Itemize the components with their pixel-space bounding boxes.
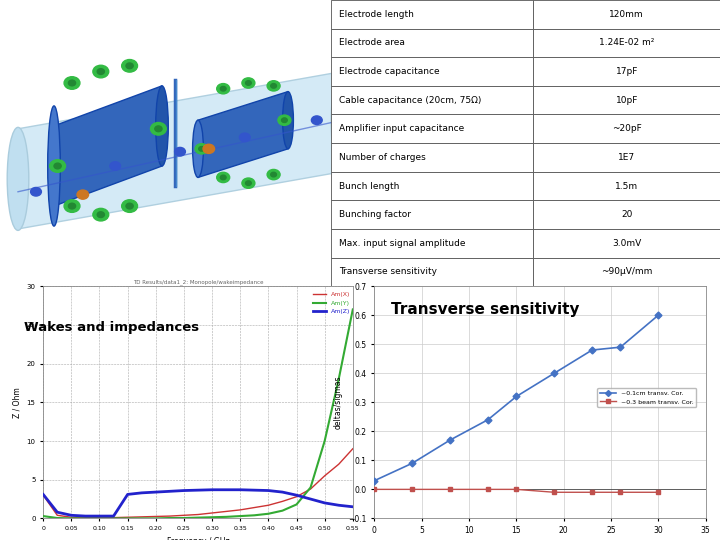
Text: Max. input signal amplitude: Max. input signal amplitude — [339, 239, 465, 248]
Text: Cable capacitance (20cm, 75Ω): Cable capacitance (20cm, 75Ω) — [339, 96, 482, 105]
Bar — [534, 200, 720, 229]
Circle shape — [30, 187, 42, 196]
Text: ~90μV/mm: ~90μV/mm — [601, 267, 652, 276]
Circle shape — [267, 80, 280, 91]
Circle shape — [267, 170, 280, 180]
Ellipse shape — [156, 86, 168, 166]
Circle shape — [242, 78, 255, 88]
Circle shape — [68, 203, 76, 209]
Circle shape — [220, 175, 226, 180]
Circle shape — [54, 163, 61, 169]
Bar — [331, 172, 534, 200]
Circle shape — [246, 80, 251, 85]
Bar — [534, 258, 720, 286]
Circle shape — [271, 84, 276, 88]
Circle shape — [68, 80, 76, 86]
Bar — [534, 86, 720, 114]
Text: Bunching factor: Bunching factor — [339, 210, 411, 219]
Legend: ~0.1cm transv. Cor., ~0.3 beam transv. Cor.: ~0.1cm transv. Cor., ~0.3 beam transv. C… — [598, 388, 696, 407]
Ellipse shape — [7, 127, 29, 231]
Bar — [331, 143, 534, 172]
Bar — [331, 0, 534, 29]
Title: TD Results/data1_2: Monopole/wakeimpedance: TD Results/data1_2: Monopole/wakeimpedan… — [132, 279, 264, 285]
Circle shape — [195, 144, 208, 154]
Circle shape — [122, 200, 138, 212]
Bar — [331, 258, 534, 286]
Circle shape — [64, 200, 80, 212]
Circle shape — [93, 208, 109, 221]
Circle shape — [217, 84, 230, 94]
Text: Electrode capacitance: Electrode capacitance — [339, 67, 440, 76]
Circle shape — [278, 115, 291, 125]
Y-axis label: Z / Ohm: Z / Ohm — [12, 387, 21, 417]
Circle shape — [126, 63, 133, 69]
Polygon shape — [198, 92, 288, 178]
Circle shape — [97, 212, 104, 218]
Bar — [534, 143, 720, 172]
Circle shape — [174, 147, 186, 156]
Circle shape — [282, 118, 287, 123]
Polygon shape — [18, 71, 342, 229]
Polygon shape — [54, 86, 162, 206]
Text: Transverse sensitivity: Transverse sensitivity — [339, 267, 437, 276]
Ellipse shape — [193, 120, 204, 178]
Bar — [331, 57, 534, 86]
Bar — [534, 229, 720, 258]
Text: ~20pF: ~20pF — [612, 124, 642, 133]
Bar — [331, 114, 534, 143]
Circle shape — [203, 144, 215, 153]
Bar — [331, 29, 534, 57]
Circle shape — [150, 123, 166, 135]
Bar — [534, 114, 720, 143]
Circle shape — [109, 161, 121, 170]
Text: 1E7: 1E7 — [618, 153, 635, 162]
Circle shape — [220, 86, 226, 91]
Circle shape — [97, 69, 104, 75]
Y-axis label: deltas/sigmas: deltas/sigmas — [334, 375, 343, 429]
Text: Electrode length: Electrode length — [339, 10, 414, 19]
Text: 120mm: 120mm — [609, 10, 644, 19]
Bar — [534, 57, 720, 86]
Bar — [331, 200, 534, 229]
Bar — [534, 0, 720, 29]
Bar — [534, 29, 720, 57]
Text: Wakes and impedances: Wakes and impedances — [24, 321, 199, 334]
Text: 20: 20 — [621, 210, 632, 219]
Circle shape — [217, 172, 230, 183]
X-axis label: Frequency / GHz: Frequency / GHz — [167, 537, 229, 540]
Text: Amplifier input capacitance: Amplifier input capacitance — [339, 124, 464, 133]
Text: 3.0mV: 3.0mV — [612, 239, 642, 248]
Circle shape — [199, 146, 204, 151]
Text: Number of charges: Number of charges — [339, 153, 426, 162]
Text: Bunch length: Bunch length — [339, 181, 400, 191]
Text: Transverse sensitivity: Transverse sensitivity — [391, 302, 580, 318]
Circle shape — [126, 203, 133, 209]
Circle shape — [239, 133, 251, 141]
Circle shape — [271, 172, 276, 177]
Circle shape — [77, 190, 89, 199]
Bar — [331, 229, 534, 258]
Circle shape — [155, 126, 162, 132]
Circle shape — [312, 116, 323, 125]
Circle shape — [242, 178, 255, 188]
Circle shape — [50, 160, 66, 172]
Bar — [331, 86, 534, 114]
Ellipse shape — [283, 92, 294, 149]
Text: 1.24E-02 m²: 1.24E-02 m² — [599, 38, 654, 48]
Bar — [534, 172, 720, 200]
Text: 1.5m: 1.5m — [615, 181, 638, 191]
Ellipse shape — [48, 106, 60, 226]
Ellipse shape — [331, 70, 353, 173]
Circle shape — [246, 181, 251, 185]
Circle shape — [64, 77, 80, 89]
Text: Electrode area: Electrode area — [339, 38, 405, 48]
Circle shape — [122, 59, 138, 72]
Text: 17pF: 17pF — [616, 67, 638, 76]
Circle shape — [93, 65, 109, 78]
Legend: Am(X), Am(Y), Am(Z): Am(X), Am(Y), Am(Z) — [311, 289, 353, 316]
Text: 10pF: 10pF — [616, 96, 638, 105]
